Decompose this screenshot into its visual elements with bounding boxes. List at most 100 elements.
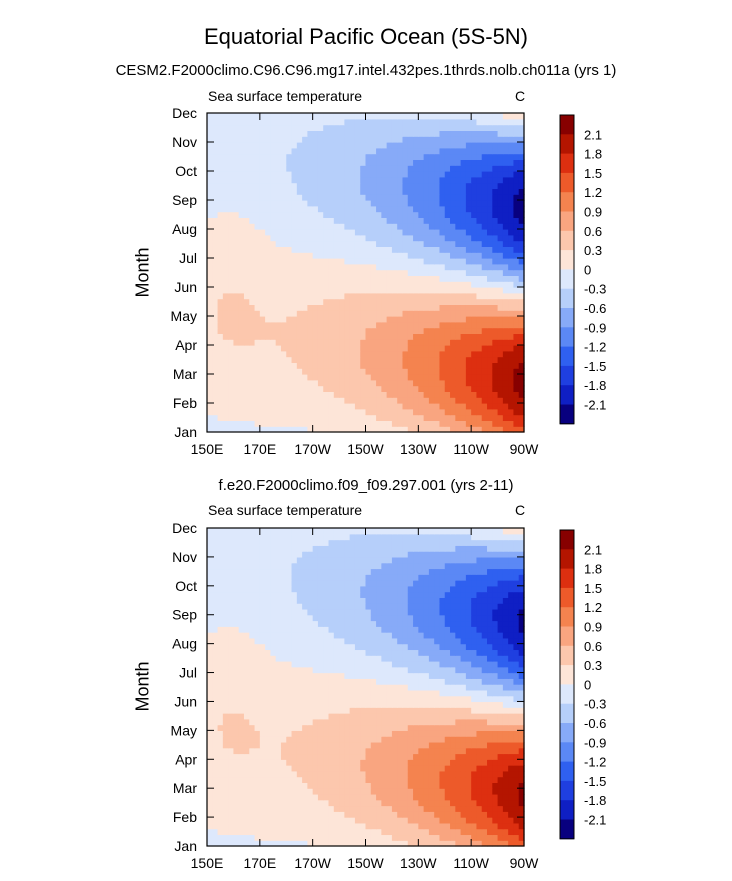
- contour-cell: [228, 205, 235, 213]
- contour-cell: [344, 275, 351, 282]
- contour-cell: [286, 385, 293, 392]
- contour-cell: [471, 724, 478, 731]
- contour-cell: [434, 828, 441, 836]
- contour-cell: [317, 304, 324, 311]
- contour-cell: [428, 147, 435, 155]
- contour-cell: [228, 194, 235, 201]
- contour-cell: [487, 718, 493, 726]
- contour-cell: [386, 159, 393, 166]
- contour-cell: [270, 753, 277, 760]
- contour-cell: [286, 281, 293, 288]
- contour-cell: [249, 269, 256, 276]
- contour-cell: [402, 822, 409, 830]
- contour-cell: [492, 782, 499, 789]
- contour-cell: [270, 252, 277, 259]
- contour-cell: [423, 142, 430, 149]
- contour-cell: [513, 713, 520, 720]
- contour-cell: [460, 211, 467, 218]
- contour-cell: [444, 788, 451, 795]
- contour-cell: [360, 345, 367, 352]
- contour-cell: [249, 408, 256, 416]
- contour-cell: [402, 269, 409, 276]
- contour-cell: [444, 765, 451, 772]
- contour-cell: [402, 252, 409, 259]
- contour-cell: [460, 229, 467, 236]
- contour-cell: [365, 414, 372, 421]
- contour-cell: [428, 707, 435, 714]
- contour-cell: [286, 736, 293, 743]
- contour-cell: [333, 269, 340, 276]
- contour-cell: [207, 811, 213, 818]
- contour-cell: [212, 426, 219, 433]
- contour-cell: [254, 234, 261, 242]
- contour-cell: [376, 408, 382, 416]
- contour-cell: [460, 171, 467, 178]
- contour-cell: [307, 287, 314, 294]
- contour-cell: [370, 263, 377, 271]
- contour-cell: [233, 828, 240, 836]
- contour-cell: [487, 142, 493, 149]
- contour-cell: [238, 281, 245, 288]
- contour-cell: [450, 252, 456, 259]
- contour-cell: [434, 391, 441, 398]
- contour-cell: [360, 765, 367, 772]
- contour-cell: [518, 426, 525, 433]
- contour-cell: [423, 770, 430, 778]
- contour-cell: [323, 124, 330, 131]
- contour-cell: [450, 414, 456, 421]
- contour-cell: [307, 321, 314, 329]
- contour-cell: [508, 414, 515, 421]
- contour-cell: [423, 759, 430, 766]
- contour-cell: [296, 124, 303, 131]
- contour-cell: [302, 403, 308, 410]
- contour-cell: [439, 327, 446, 334]
- contour-cell: [212, 799, 219, 807]
- contour-cell: [254, 205, 261, 213]
- contour-cell: [233, 736, 240, 743]
- contour-cell: [418, 828, 425, 836]
- contour-cell: [428, 408, 435, 416]
- contour-cell: [312, 707, 319, 714]
- contour-cell: [444, 159, 451, 166]
- contour-cell: [296, 339, 303, 346]
- contour-cell: [418, 391, 425, 398]
- contour-cell: [349, 304, 356, 311]
- contour-cell: [471, 321, 478, 329]
- contour-cell: [471, 292, 478, 300]
- contour-cell: [222, 828, 229, 836]
- contour-cell: [434, 730, 441, 737]
- contour-cell: [397, 707, 404, 714]
- contour-cell: [434, 165, 441, 172]
- contour-cell: [296, 327, 303, 334]
- contour-cell: [354, 339, 361, 346]
- contour-cell: [280, 695, 287, 703]
- contour-cell: [360, 379, 367, 387]
- contour-cell: [407, 730, 414, 737]
- contour-cell: [476, 159, 483, 166]
- contour-cell: [238, 753, 245, 760]
- contour-cell: [444, 217, 451, 224]
- contour-cell: [307, 828, 314, 836]
- contour-cell: [307, 788, 314, 795]
- contour-cell: [391, 701, 398, 708]
- contour-cell: [217, 304, 224, 311]
- contour-cell: [222, 822, 229, 830]
- contour-cell: [307, 171, 314, 178]
- contour-cell: [434, 403, 441, 410]
- contour-cell: [323, 153, 330, 160]
- contour-cell: [481, 263, 488, 271]
- contour-cell: [391, 345, 398, 352]
- contour-cell: [344, 188, 351, 195]
- contour-cell: [328, 165, 335, 172]
- contour-cell: [259, 200, 266, 207]
- contour-cell: [312, 840, 319, 847]
- contour-cell: [465, 747, 472, 755]
- contour-cell: [212, 724, 219, 731]
- contour-cell: [502, 130, 509, 137]
- contour-cell: [386, 695, 393, 703]
- contour-cell: [307, 142, 314, 149]
- contour-cell: [508, 736, 515, 743]
- contour-cell: [217, 759, 224, 766]
- contour-cell: [376, 234, 382, 242]
- contour-cell: [418, 426, 425, 433]
